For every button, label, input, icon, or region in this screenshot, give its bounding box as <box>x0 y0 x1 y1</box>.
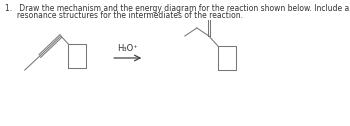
Text: resonance structures for the intermediates of the reaction.: resonance structures for the intermediat… <box>5 11 243 20</box>
Text: H₃O⁺: H₃O⁺ <box>117 44 138 53</box>
Text: 1.   Draw the mechanism and the energy diagram for the reaction shown below. Inc: 1. Draw the mechanism and the energy dia… <box>5 4 350 13</box>
